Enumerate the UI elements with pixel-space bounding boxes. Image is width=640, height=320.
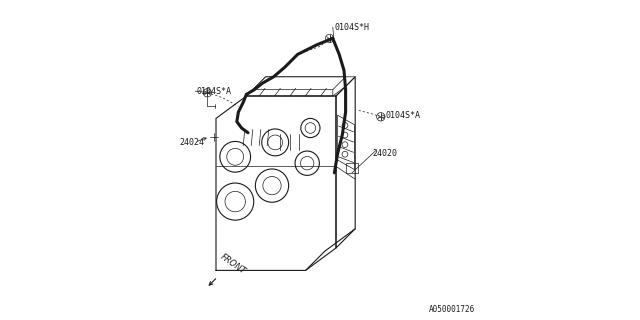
Text: 0104S*A: 0104S*A (197, 87, 232, 96)
Text: A050001726: A050001726 (429, 305, 475, 314)
Text: 0104S*A: 0104S*A (385, 111, 420, 120)
Text: 0104S*H: 0104S*H (334, 23, 369, 32)
Text: FRONT: FRONT (219, 252, 247, 276)
Text: 24024: 24024 (180, 138, 205, 147)
Bar (346, 163, 358, 173)
Text: 24020: 24020 (372, 149, 398, 158)
